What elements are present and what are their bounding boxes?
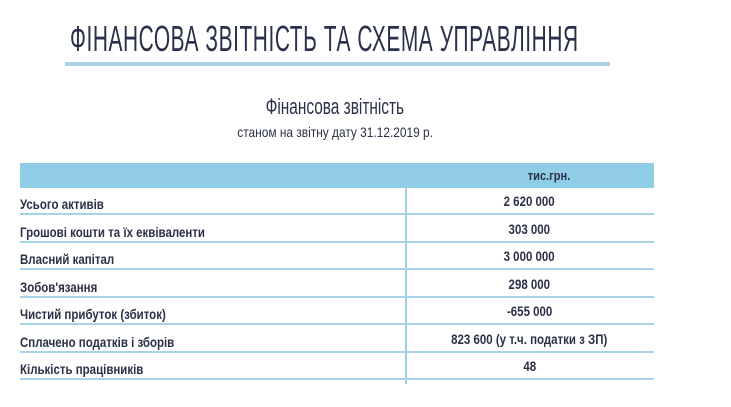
report-date: станом на звітну дату 31.12.2019 р. [0,124,670,140]
row-value-text: 823 600 (у т.ч. податки з ЗП) [451,330,608,347]
row-value: 303 000 [405,221,654,237]
row-value: 3 000 000 [405,248,654,264]
row-label: Власний капітал [20,251,115,267]
table-row: Усього активів 2 620 000 [20,188,654,215]
table-row: Зобов'язання 298 000 [20,271,654,298]
row-label: Чистий прибуток (збиток) [20,306,166,322]
table-row: Кількість працівників 48 [20,353,654,380]
table-row: Чистий прибуток (збиток) -655 000 [20,298,654,325]
row-value-text: 48 [523,358,536,374]
row-label: Кількість працівників [20,361,144,377]
unit-label: тис.грн. [425,163,674,188]
row-value-text: 298 000 [508,275,551,292]
row-value: 823 600 (у т.ч. податки з ЗП) [405,331,654,347]
row-label: Сплачено податків і зборів [20,333,175,350]
row-label: Зобов'язання [20,278,98,295]
page-title: ФІНАНСОВА ЗВІТНІСТЬ ТА СХЕМА УПРАВЛІННЯ [70,18,579,59]
table-row: Сплачено податків і зборів 823 600 (у т.ч… [20,326,654,353]
row-label: Грошові кошти та їх еквіваленти [20,223,205,240]
row-value-text: 303 000 [508,220,551,237]
row-label: Усього активів [20,196,104,212]
title-underline [65,62,610,66]
row-value-text: -655 000 [506,303,553,319]
report-title-text: Фінансова звітність [265,94,405,119]
row-value: 2 620 000 [405,193,654,209]
row-value: 48 [405,358,654,374]
unit-text: тис.грн. [528,168,571,183]
table-header: тис.грн. [20,163,654,188]
table-row: Власний капітал 3 000 000 [20,243,654,270]
row-value-text: 2 620 000 [503,193,556,209]
row-value-text: 3 000 000 [503,248,556,264]
report-date-text: станом на звітну дату 31.12.2019 р. [237,124,433,140]
row-value: 298 000 [405,276,654,292]
row-value: -655 000 [405,303,654,319]
report-title: Фінансова звітність [0,94,670,120]
column-divider [405,188,407,384]
table-row: Грошові кошти та їх еквіваленти 303 000 [20,216,654,243]
